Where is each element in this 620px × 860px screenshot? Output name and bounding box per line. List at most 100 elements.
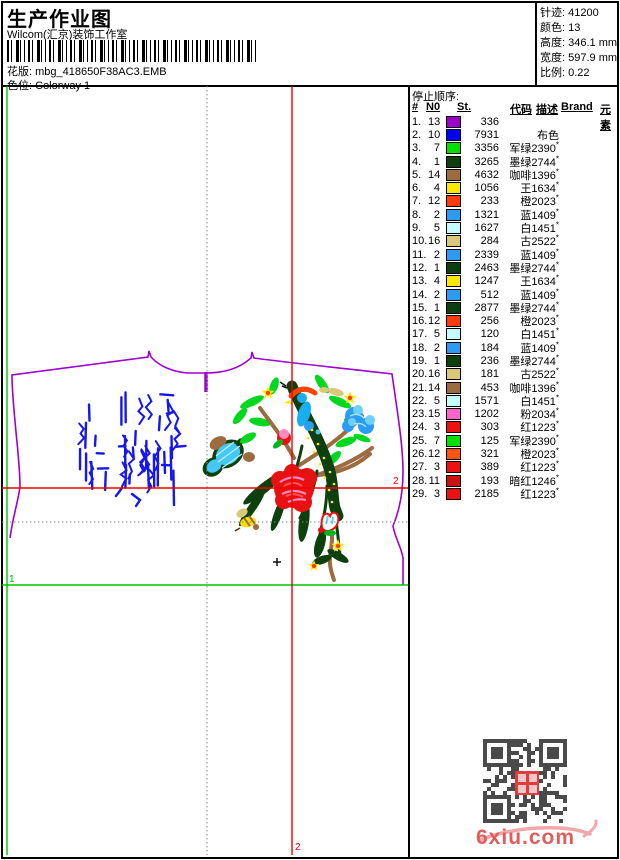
stitch-count: 1627 [474, 222, 499, 235]
table-row: 8. 2 1321 蓝1409* [412, 207, 618, 222]
guide-lines: 1 2 2 [2, 86, 408, 855]
design-stats: 针迹: 41200 颜色: 13 高度: 346.1 mm 宽度: 597.9 mm 比… [540, 6, 617, 81]
needle-number: 1 [433, 155, 440, 168]
table-row: 24. 3 303 红1223* [412, 420, 618, 435]
barcode [7, 40, 259, 62]
stitch-count: 181 [480, 368, 499, 381]
table-row: 26. 12 321 橙2023* [412, 446, 618, 461]
thread-code: 蓝1409* [520, 286, 559, 302]
needle-number: 4 [433, 275, 440, 288]
stitch-count: 184 [480, 341, 499, 354]
column-header: # [412, 101, 419, 113]
thread-code: 橙2023* [520, 193, 559, 209]
color-swatch [446, 248, 461, 261]
row-index: 3. [412, 142, 422, 155]
pattern-file-value: mbg_418650F38AC3.EMB [35, 66, 167, 78]
color-swatch [446, 301, 461, 314]
stitch-count: 2877 [474, 301, 499, 314]
flower-bouquet [232, 374, 375, 582]
table-row: 17. 5 120 白1451* [412, 327, 618, 342]
star-flowers [261, 386, 357, 571]
colorway-line: 色位: Colorway 1 [7, 77, 90, 93]
color-swatch [446, 474, 461, 487]
thread-code: 咖啡1396* [509, 167, 559, 182]
needle-number: 2 [433, 341, 440, 354]
stitch-count: 120 [480, 328, 499, 341]
color-swatch [446, 461, 461, 474]
row-index: 19. [412, 354, 428, 367]
stat-line: 针迹: 41200 [540, 7, 599, 19]
stitch-count: 236 [480, 354, 499, 367]
color-swatch [446, 168, 461, 181]
table-row: 27. 3 389 红1223* [412, 460, 618, 475]
thread-code: 白1451* [520, 220, 559, 236]
needle-number: 5 [433, 394, 440, 407]
stitch-count: 4632 [474, 168, 499, 181]
color-swatch [446, 341, 461, 354]
row-index: 29. [412, 487, 428, 500]
thread-code: 军绿2390* [509, 433, 559, 448]
color-swatch [446, 182, 461, 195]
pattern-file-label: 花版: [7, 66, 33, 78]
stitch-count: 125 [480, 434, 499, 447]
color-swatch [446, 261, 461, 274]
needle-number: 7 [433, 142, 440, 155]
qr-code [481, 737, 569, 825]
stat-line: 宽度: 597.9 mm [540, 52, 618, 64]
row-index: 16. [412, 315, 428, 328]
blue-flowers [342, 405, 375, 434]
row-index: 27. [412, 461, 428, 474]
row-index: 6. [412, 182, 422, 195]
thread-code: 红1223* [520, 486, 559, 501]
stitch-count: 2463 [474, 261, 499, 274]
needle-number: 14 [428, 168, 441, 181]
row-index: 28. [412, 474, 428, 487]
column-header: 描述 [536, 104, 558, 116]
needle-number: 12 [428, 448, 441, 461]
thread-code: 墨绿2744* [509, 153, 559, 169]
table-row: 15. 1 2877 墨绿2744* [412, 300, 618, 315]
thread-code: 布色 [537, 129, 559, 142]
row-index: 24. [412, 421, 428, 434]
table-row: 4. 1 3265 墨绿2744* [412, 153, 618, 169]
stitch-count: 336 [480, 115, 499, 128]
table-row: 2. 10 7931 布色 [412, 128, 618, 142]
needle-number: 3 [433, 421, 440, 434]
stitch-count: 389 [480, 461, 499, 474]
needle-number: 12 [428, 315, 441, 328]
row-index: 5. [412, 168, 422, 181]
thread-code: 白1451* [520, 393, 559, 408]
row-index: 25. [412, 434, 428, 447]
thread-code: 古2522* [520, 366, 559, 382]
row-index: 17. [412, 328, 428, 341]
table-row: 16. 12 256 橙2023* [412, 313, 618, 328]
color-swatch [446, 195, 461, 208]
thread-code: 粉2034* [520, 406, 559, 422]
row-index: 14. [412, 288, 428, 301]
table-row: 28. 11 193 暗红1246* [412, 473, 618, 488]
stat-line: 高度: 346.1 mm [540, 37, 618, 49]
watermark-swoosh [478, 819, 598, 842]
table-row: 11. 2 2339 蓝1409* [412, 246, 618, 262]
color-swatch [446, 487, 461, 500]
column-header: N0 [426, 101, 441, 113]
needle-number: 1 [433, 261, 440, 274]
stitch-count: 2339 [474, 248, 499, 261]
row-index: 10. [412, 235, 428, 248]
brown-branches [258, 406, 374, 582]
needle-number: 2 [433, 288, 440, 301]
stat-line: 比例: 0.22 [540, 67, 590, 79]
table-row: 6. 4 1056 王1634* [412, 180, 618, 195]
color-swatch [446, 315, 461, 328]
color-swatch [446, 288, 461, 301]
table-row: 7. 12 233 橙2023* [412, 193, 618, 209]
stitch-count: 303 [480, 421, 499, 434]
needle-number: 5 [433, 328, 440, 341]
column-header: Brand [561, 101, 593, 113]
butterfly-motif [202, 436, 255, 477]
row-index: 8. [412, 208, 422, 221]
row-index: 4. [412, 155, 422, 168]
needle-number: 7 [433, 434, 440, 447]
watermark: 6xiu.com [470, 816, 620, 860]
thread-code: 蓝1409* [520, 246, 559, 262]
